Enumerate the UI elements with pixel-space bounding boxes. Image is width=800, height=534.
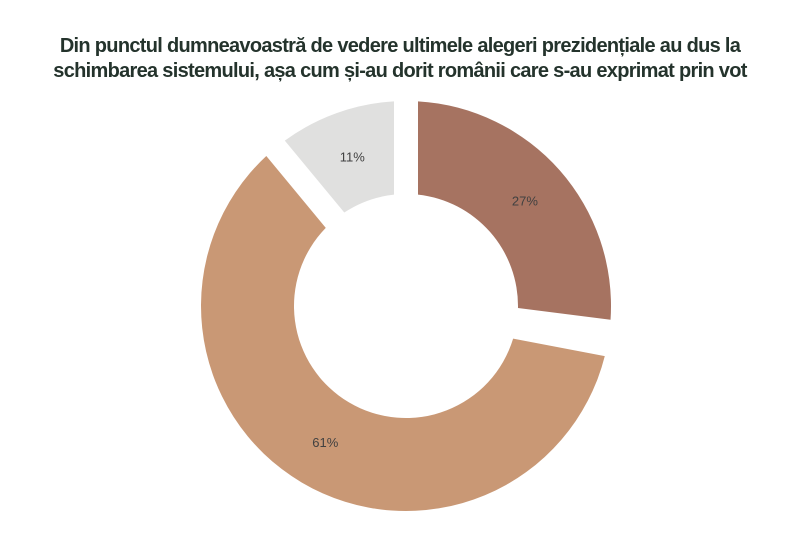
donut-slice-11pct[interactable]: [284, 101, 394, 213]
slice-label-61pct: 61%: [312, 435, 338, 450]
donut-slice-61pct[interactable]: [201, 155, 605, 511]
slice-label-27pct: 27%: [512, 194, 538, 209]
slice-label-11pct: 11%: [340, 149, 365, 164]
chart-title-line-1: Din punctul dumneavoastră de vedere ulti…: [59, 35, 741, 57]
donut-slice-27pct[interactable]: [418, 101, 612, 320]
chart-title: Din punctul dumneavoastră de vedere ulti…: [0, 34, 800, 84]
chart-title-line-2: schimbarea sistemului, așa cum și-au dor…: [53, 60, 747, 82]
